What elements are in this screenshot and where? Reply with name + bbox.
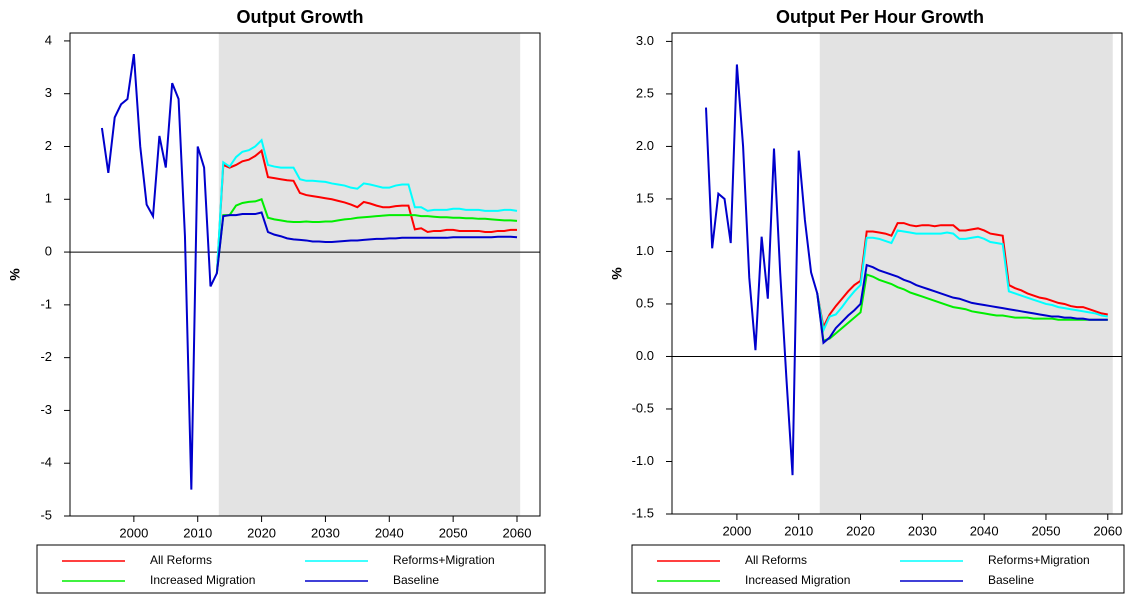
x-tick-label: 2030 [311, 525, 340, 540]
x-tick-label: 2040 [375, 525, 404, 540]
y-tick-label: 1.5 [636, 190, 654, 205]
y-tick-label: -5 [40, 507, 52, 522]
y-tick-label: -1.5 [632, 505, 654, 520]
x-tick-label: 2000 [119, 525, 148, 540]
x-tick-label: 2060 [503, 525, 532, 540]
y-axis-label: % [609, 267, 625, 280]
y-tick-label: 3 [45, 85, 52, 100]
legend-box [631, 544, 1125, 594]
y-tick-label: -3 [40, 402, 52, 417]
legend-label: Increased Migration [150, 573, 255, 587]
series-line [816, 229, 1108, 334]
series-line [215, 148, 518, 274]
legend-box [36, 544, 546, 594]
x-tick-label: 2020 [846, 523, 875, 538]
legend-label: Reforms+Migration [988, 553, 1090, 567]
y-tick-label: -1.0 [632, 453, 654, 468]
legend-label: All Reforms [150, 553, 212, 567]
shaded-region [819, 33, 1113, 514]
chart-title: Output Per Hour Growth [776, 7, 984, 27]
series-line [215, 198, 518, 274]
chart-title: Output Growth [237, 7, 364, 27]
y-tick-label: 2.5 [636, 85, 654, 100]
y-tick-label: 1 [45, 191, 52, 206]
x-tick-label: 2050 [1032, 523, 1061, 538]
x-tick-label: 2000 [722, 523, 751, 538]
y-tick-label: 0 [45, 244, 52, 259]
legend-label: Increased Migration [745, 573, 850, 587]
y-tick-label: 3.0 [636, 33, 654, 48]
legend-label: All Reforms [745, 553, 807, 567]
x-tick-label: 2010 [183, 525, 212, 540]
plot-frame [671, 32, 1123, 515]
x-tick-label: 2010 [784, 523, 813, 538]
y-tick-label: -1 [40, 296, 52, 311]
y-tick-label: -2 [40, 349, 52, 364]
series-line [816, 273, 1108, 343]
x-tick-label: 2020 [247, 525, 276, 540]
plot-frame [69, 32, 541, 517]
x-tick-label: 2060 [1093, 523, 1122, 538]
shaded-region [218, 33, 521, 516]
series-line [100, 53, 518, 490]
y-tick-label: -4 [40, 455, 52, 470]
legend-label: Baseline [393, 573, 439, 587]
x-tick-label: 2030 [908, 523, 937, 538]
x-tick-label: 2050 [439, 525, 468, 540]
legend-label: Reforms+Migration [393, 553, 495, 567]
y-tick-label: 2 [45, 138, 52, 153]
y-tick-label: 2.0 [636, 138, 654, 153]
legend-label: Baseline [988, 573, 1034, 587]
y-axis-label: % [7, 268, 23, 281]
x-tick-label: 2040 [970, 523, 999, 538]
y-tick-label: 4 [45, 32, 52, 47]
series-line [705, 64, 1108, 476]
series-line [215, 138, 518, 274]
y-tick-label: 0.5 [636, 295, 654, 310]
y-tick-label: 1.0 [636, 243, 654, 258]
y-tick-label: -0.5 [632, 400, 654, 415]
y-tick-label: 0.0 [636, 348, 654, 363]
